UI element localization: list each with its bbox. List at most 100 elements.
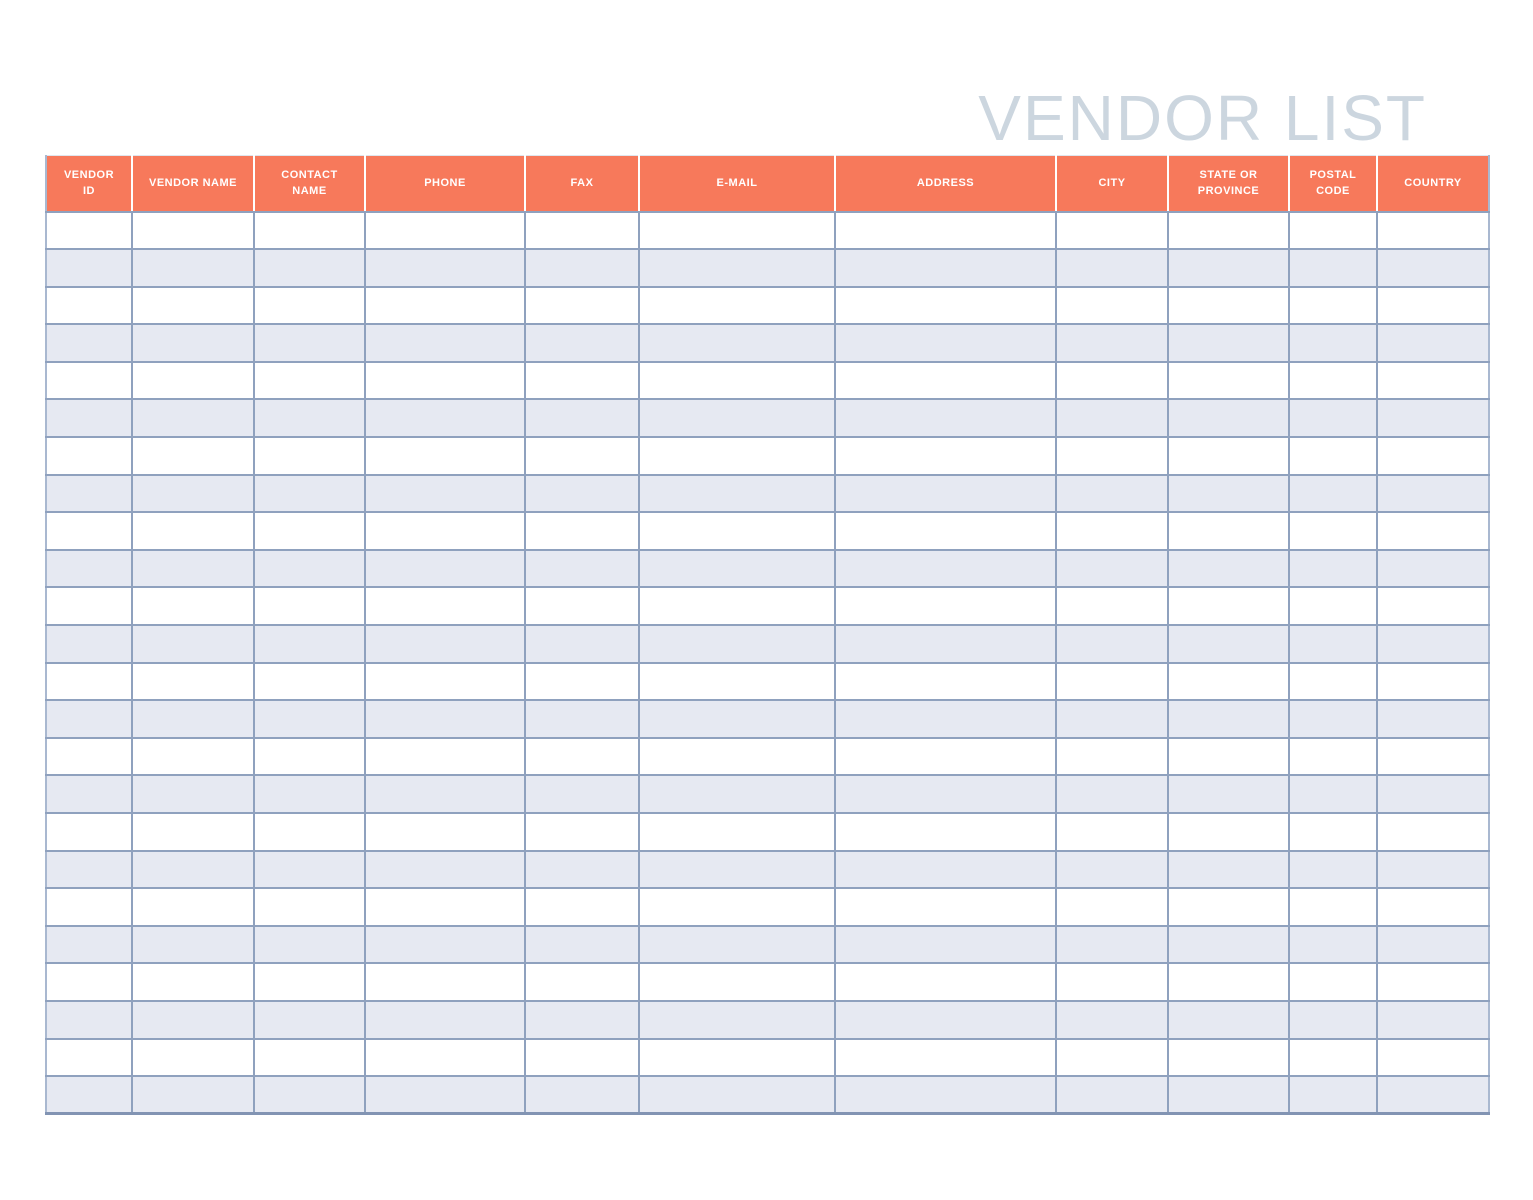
- table-cell-postal-code[interactable]: [1288, 774, 1378, 814]
- table-cell-vendor-id[interactable]: [45, 624, 133, 664]
- table-cell-address[interactable]: [834, 661, 1057, 702]
- table-cell-e-mail[interactable]: [638, 473, 836, 514]
- table-cell-address[interactable]: [834, 360, 1057, 401]
- table-cell-e-mail[interactable]: [638, 999, 836, 1040]
- table-cell-fax[interactable]: [524, 924, 640, 965]
- table-cell-vendor-name[interactable]: [131, 736, 255, 777]
- table-cell-address[interactable]: [834, 323, 1057, 363]
- table-cell-vendor-id[interactable]: [45, 924, 133, 965]
- table-cell-postal-code[interactable]: [1288, 661, 1378, 702]
- table-cell-vendor-id[interactable]: [45, 248, 133, 288]
- table-cell-vendor-id[interactable]: [45, 285, 133, 326]
- table-cell-e-mail[interactable]: [638, 398, 836, 439]
- table-cell-state-or-province[interactable]: [1167, 661, 1290, 702]
- table-cell-fax[interactable]: [524, 849, 640, 890]
- table-cell-contact-name[interactable]: [253, 473, 366, 514]
- table-cell-state-or-province[interactable]: [1167, 511, 1290, 551]
- table-cell-phone[interactable]: [364, 285, 526, 326]
- table-cell-country[interactable]: [1376, 736, 1490, 777]
- table-cell-address[interactable]: [834, 586, 1057, 627]
- table-cell-city[interactable]: [1055, 248, 1169, 288]
- table-cell-state-or-province[interactable]: [1167, 887, 1290, 927]
- table-cell-vendor-id[interactable]: [45, 849, 133, 890]
- table-cell-postal-code[interactable]: [1288, 248, 1378, 288]
- table-cell-e-mail[interactable]: [638, 1075, 836, 1116]
- table-cell-postal-code[interactable]: [1288, 360, 1378, 401]
- table-cell-e-mail[interactable]: [638, 285, 836, 326]
- table-cell-address[interactable]: [834, 624, 1057, 664]
- table-cell-vendor-name[interactable]: [131, 1037, 255, 1078]
- table-cell-contact-name[interactable]: [253, 285, 366, 326]
- table-cell-fax[interactable]: [524, 699, 640, 739]
- table-cell-contact-name[interactable]: [253, 548, 366, 589]
- table-cell-country[interactable]: [1376, 624, 1490, 664]
- table-cell-state-or-province[interactable]: [1167, 398, 1290, 439]
- table-cell-vendor-id[interactable]: [45, 210, 133, 251]
- table-cell-vendor-id[interactable]: [45, 887, 133, 927]
- table-cell-e-mail[interactable]: [638, 962, 836, 1002]
- table-cell-vendor-name[interactable]: [131, 962, 255, 1002]
- table-cell-phone[interactable]: [364, 999, 526, 1040]
- table-cell-contact-name[interactable]: [253, 586, 366, 627]
- table-cell-state-or-province[interactable]: [1167, 360, 1290, 401]
- table-cell-e-mail[interactable]: [638, 248, 836, 288]
- table-cell-state-or-province[interactable]: [1167, 774, 1290, 814]
- table-cell-postal-code[interactable]: [1288, 887, 1378, 927]
- table-cell-state-or-province[interactable]: [1167, 962, 1290, 1002]
- table-cell-e-mail[interactable]: [638, 586, 836, 627]
- table-cell-phone[interactable]: [364, 473, 526, 514]
- table-cell-city[interactable]: [1055, 699, 1169, 739]
- table-cell-contact-name[interactable]: [253, 323, 366, 363]
- table-cell-city[interactable]: [1055, 1037, 1169, 1078]
- table-cell-contact-name[interactable]: [253, 624, 366, 664]
- table-cell-contact-name[interactable]: [253, 812, 366, 852]
- table-cell-city[interactable]: [1055, 812, 1169, 852]
- table-cell-vendor-name[interactable]: [131, 285, 255, 326]
- table-cell-address[interactable]: [834, 999, 1057, 1040]
- table-cell-country[interactable]: [1376, 999, 1490, 1040]
- table-cell-e-mail[interactable]: [638, 548, 836, 589]
- table-cell-postal-code[interactable]: [1288, 511, 1378, 551]
- table-cell-vendor-id[interactable]: [45, 1075, 133, 1116]
- table-cell-phone[interactable]: [364, 661, 526, 702]
- table-cell-fax[interactable]: [524, 210, 640, 251]
- table-cell-contact-name[interactable]: [253, 924, 366, 965]
- table-cell-country[interactable]: [1376, 812, 1490, 852]
- table-cell-vendor-name[interactable]: [131, 548, 255, 589]
- table-cell-fax[interactable]: [524, 248, 640, 288]
- table-cell-country[interactable]: [1376, 962, 1490, 1002]
- table-cell-fax[interactable]: [524, 962, 640, 1002]
- table-cell-city[interactable]: [1055, 999, 1169, 1040]
- table-cell-e-mail[interactable]: [638, 1037, 836, 1078]
- table-cell-fax[interactable]: [524, 661, 640, 702]
- table-cell-phone[interactable]: [364, 586, 526, 627]
- table-cell-city[interactable]: [1055, 962, 1169, 1002]
- table-cell-vendor-name[interactable]: [131, 323, 255, 363]
- table-cell-state-or-province[interactable]: [1167, 624, 1290, 664]
- table-cell-vendor-name[interactable]: [131, 849, 255, 890]
- table-cell-address[interactable]: [834, 774, 1057, 814]
- table-cell-fax[interactable]: [524, 736, 640, 777]
- table-cell-postal-code[interactable]: [1288, 1037, 1378, 1078]
- table-cell-address[interactable]: [834, 699, 1057, 739]
- table-cell-phone[interactable]: [364, 736, 526, 777]
- table-cell-fax[interactable]: [524, 360, 640, 401]
- table-cell-e-mail[interactable]: [638, 924, 836, 965]
- table-cell-state-or-province[interactable]: [1167, 924, 1290, 965]
- table-cell-postal-code[interactable]: [1288, 1075, 1378, 1116]
- table-cell-contact-name[interactable]: [253, 1037, 366, 1078]
- table-cell-state-or-province[interactable]: [1167, 323, 1290, 363]
- table-cell-e-mail[interactable]: [638, 360, 836, 401]
- table-cell-city[interactable]: [1055, 398, 1169, 439]
- table-cell-vendor-id[interactable]: [45, 323, 133, 363]
- table-cell-state-or-province[interactable]: [1167, 586, 1290, 627]
- table-cell-e-mail[interactable]: [638, 736, 836, 777]
- table-cell-postal-code[interactable]: [1288, 586, 1378, 627]
- table-cell-fax[interactable]: [524, 285, 640, 326]
- table-cell-state-or-province[interactable]: [1167, 999, 1290, 1040]
- table-cell-fax[interactable]: [524, 774, 640, 814]
- table-cell-fax[interactable]: [524, 398, 640, 439]
- table-cell-country[interactable]: [1376, 661, 1490, 702]
- table-cell-e-mail[interactable]: [638, 887, 836, 927]
- table-cell-e-mail[interactable]: [638, 849, 836, 890]
